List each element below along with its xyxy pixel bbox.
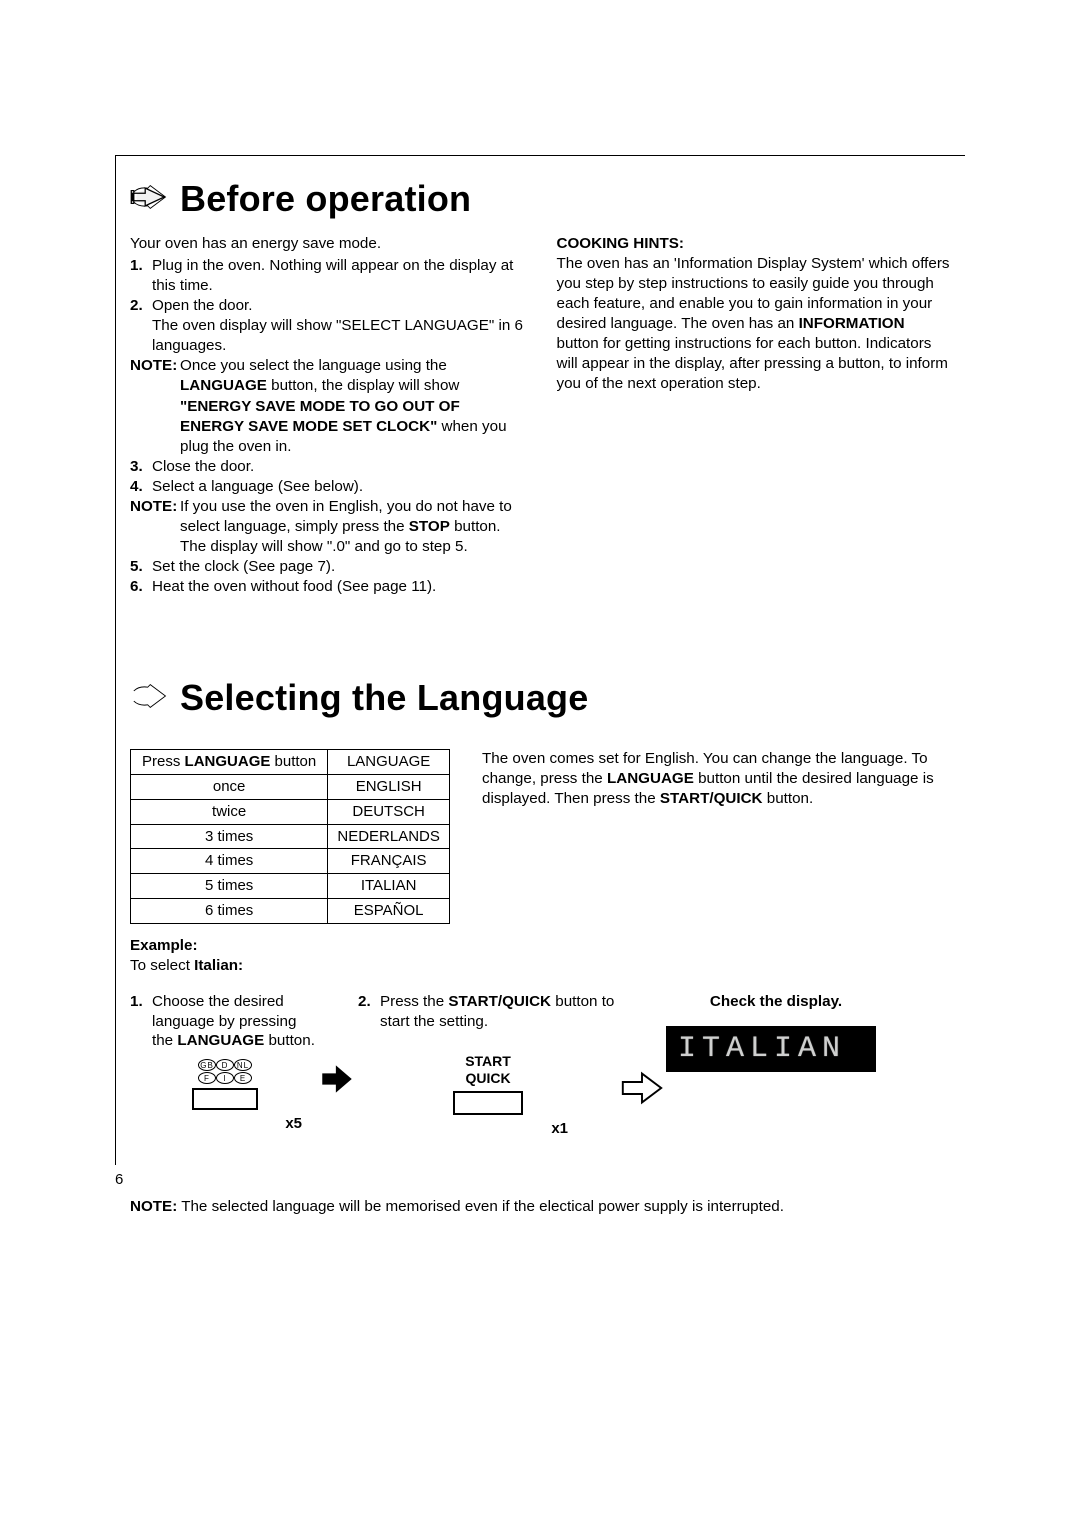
example-label: Example: xyxy=(130,937,198,954)
list-item: 1.Plug in the oven. Nothing will appear … xyxy=(130,256,525,296)
example-block: Example: To select Italian: xyxy=(130,936,951,976)
section2-body: Press LANGUAGE button LANGUAGE onceENGLI… xyxy=(130,749,951,924)
lang-right-text: The oven comes set for English. You can … xyxy=(482,749,951,924)
pointing-hand-icon xyxy=(130,183,168,216)
table-row: 4 timesFRANÇAIS xyxy=(131,849,450,874)
intro-text: Your oven has an energy save mode. xyxy=(130,234,525,254)
page-number: 6 xyxy=(115,1171,123,1188)
table-row: 5 timesITALIAN xyxy=(131,874,450,899)
steps-list-c: 5.Set the clock (See page 7). 6.Heat the… xyxy=(130,557,525,597)
list-item: The oven display will show "SELECT LANGU… xyxy=(130,316,525,356)
step2-times: x1 xyxy=(358,1119,618,1139)
table-row: onceENGLISH xyxy=(131,774,450,799)
check-display-label: Check the display. xyxy=(666,992,886,1012)
language-button-graphic: GBDNL FIE xyxy=(130,1059,320,1110)
language-ovals-row2: FIE xyxy=(130,1072,320,1085)
section1-right-col: COOKING HINTS: The oven has an 'Informat… xyxy=(557,234,952,597)
list-item: 5.Set the clock (See page 7). xyxy=(130,557,525,577)
example-step3: Check the display. ITALIAN xyxy=(666,992,886,1072)
section2-title: Selecting the Language xyxy=(180,677,588,719)
footer-note: NOTE: The selected language will be memo… xyxy=(130,1198,951,1215)
steps-list-b: 3.Close the door. 4.Select a language (S… xyxy=(130,457,525,497)
example-steps: 1. Choose the desired language by pressi… xyxy=(130,992,951,1139)
oval-e: E xyxy=(234,1072,252,1084)
step1-times: x5 xyxy=(130,1114,320,1134)
start-button-graphic: START QUICK xyxy=(358,1053,618,1115)
list-item: 3.Close the door. xyxy=(130,457,525,477)
list-item: 6.Heat the oven without food (See page 1… xyxy=(130,577,525,597)
table-row: twiceDEUTSCH xyxy=(131,799,450,824)
language-button-rect xyxy=(192,1088,258,1110)
section2: Selecting the Language Press LANGUAGE bu… xyxy=(130,677,951,1215)
section1-left-col: Your oven has an energy save mode. 1.Plu… xyxy=(130,234,525,597)
cooking-hints-body: The oven has an 'Information Display Sys… xyxy=(557,254,952,394)
lang-table-wrap: Press LANGUAGE button LANGUAGE onceENGLI… xyxy=(130,749,450,924)
cooking-hints-title: COOKING HINTS: xyxy=(557,234,952,254)
lcd-display: ITALIAN xyxy=(666,1026,876,1072)
table-row: 3 timesNEDERLANDS xyxy=(131,824,450,849)
example-step1: 1. Choose the desired language by pressi… xyxy=(130,992,320,1134)
section1-title: Before operation xyxy=(180,178,471,220)
oval-i: I xyxy=(216,1072,234,1084)
oval-gb: GB xyxy=(198,1059,216,1071)
steps-list-a: 1.Plug in the oven. Nothing will appear … xyxy=(130,256,525,356)
pointing-hand-icon xyxy=(130,682,168,715)
page-frame: Before operation Your oven has an energy… xyxy=(115,155,965,1165)
section2-head: Selecting the Language xyxy=(130,677,951,719)
note1-body: Once you select the language using the L… xyxy=(180,356,525,456)
start-button-rect xyxy=(453,1091,523,1115)
list-item: 2. Press the START/QUICK button to start… xyxy=(358,992,618,1032)
table-header: Press LANGUAGE button xyxy=(131,750,328,775)
arrow-right-solid-icon xyxy=(320,1062,354,1102)
table-row: Press LANGUAGE button LANGUAGE xyxy=(131,750,450,775)
arrow-right-outline-icon xyxy=(618,1070,666,1112)
section1-head: Before operation xyxy=(130,178,951,220)
language-table: Press LANGUAGE button LANGUAGE onceENGLI… xyxy=(130,749,450,924)
note2: NOTE: If you use the oven in English, yo… xyxy=(130,497,525,557)
list-item: 2.Open the door. xyxy=(130,296,525,316)
table-header: LANGUAGE xyxy=(328,750,450,775)
example-step2: 2. Press the START/QUICK button to start… xyxy=(358,992,618,1139)
start-label-1: START xyxy=(358,1053,618,1070)
section1-columns: Your oven has an energy save mode. 1.Plu… xyxy=(130,234,951,597)
language-ovals-row1: GBDNL xyxy=(130,1059,320,1072)
oval-f: F xyxy=(198,1072,216,1084)
oval-d: D xyxy=(216,1059,234,1071)
note1: NOTE: Once you select the language using… xyxy=(130,356,525,456)
list-item: 4.Select a language (See below). xyxy=(130,477,525,497)
note2-body: If you use the oven in English, you do n… xyxy=(180,497,525,557)
start-label-2: QUICK xyxy=(358,1070,618,1087)
oval-nl: NL xyxy=(234,1059,252,1071)
table-row: 6 timesESPAÑOL xyxy=(131,898,450,923)
list-item: 1. Choose the desired language by pressi… xyxy=(130,992,320,1051)
